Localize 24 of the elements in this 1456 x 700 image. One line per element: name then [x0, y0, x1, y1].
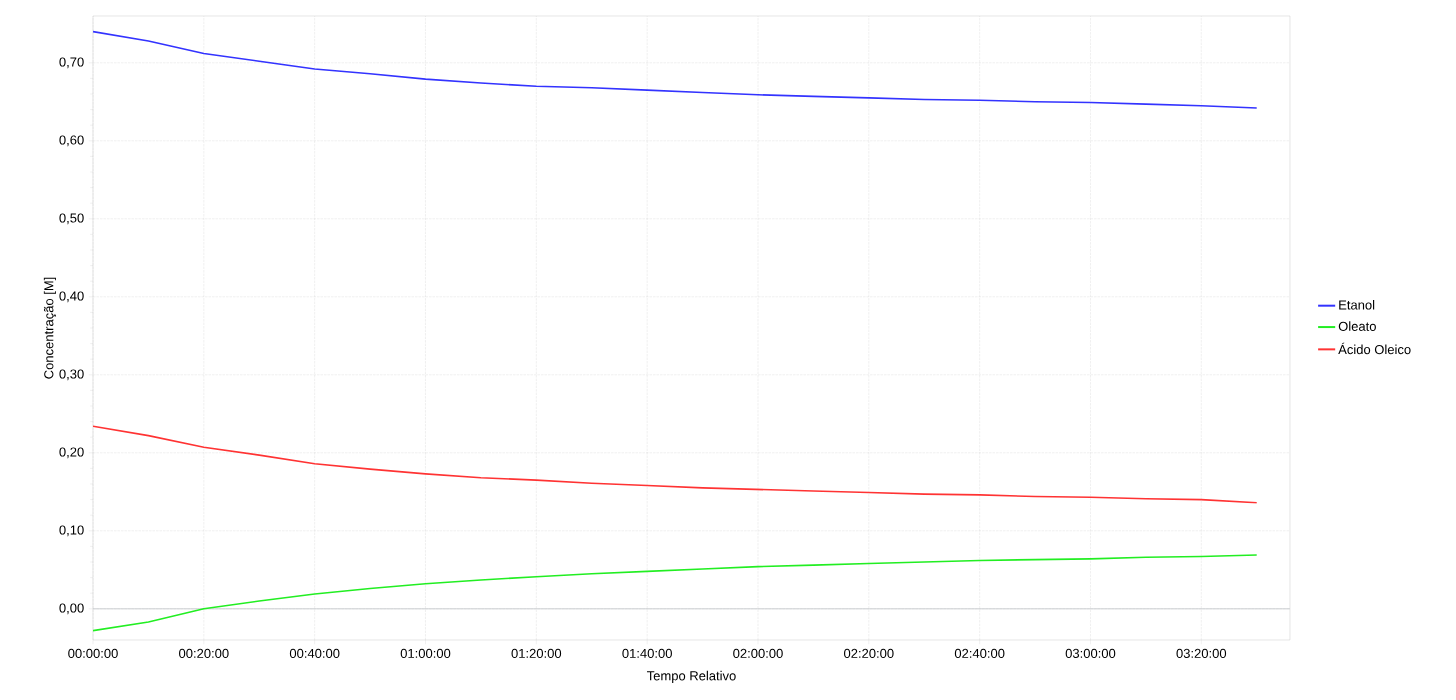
y-tick-label: 0,20 — [59, 447, 84, 459]
x-tick-label: 02:20:00 — [844, 648, 894, 658]
x-tick-label: 01:20:00 — [511, 648, 562, 658]
x-tick-label: 00:00:00 — [68, 648, 118, 658]
x-axis-title: Tempo Relativo — [646, 670, 736, 683]
x-tick-label: 02:00:00 — [733, 648, 783, 658]
y-axis-title: Concentração [M] — [43, 277, 57, 379]
legend-label: Ácido Oleico — [1338, 342, 1411, 355]
x-tick-label: 00:20:00 — [179, 648, 229, 658]
x-tick-label: 00:40:00 — [289, 648, 340, 658]
y-tick-label: 0,70 — [59, 57, 84, 69]
x-tick-label: 02:40:00 — [954, 648, 1005, 658]
x-tick-label: 03:20:00 — [1176, 648, 1227, 658]
x-tick-label: 03:00:00 — [1065, 648, 1116, 658]
y-tick-label: 0,10 — [59, 525, 84, 537]
y-tick-label: 0,50 — [59, 213, 84, 225]
y-tick-label: 0,60 — [59, 135, 84, 147]
legend-label: Etanol — [1339, 300, 1375, 310]
y-tick-label: 0,00 — [59, 603, 84, 615]
x-tick-label: 01:00:00 — [400, 648, 451, 658]
y-tick-label: 0,30 — [59, 369, 84, 381]
x-tick-label: 01:40:00 — [622, 648, 672, 658]
legend-label: Oleato — [1338, 321, 1376, 331]
y-tick-label: 0,40 — [59, 291, 84, 303]
